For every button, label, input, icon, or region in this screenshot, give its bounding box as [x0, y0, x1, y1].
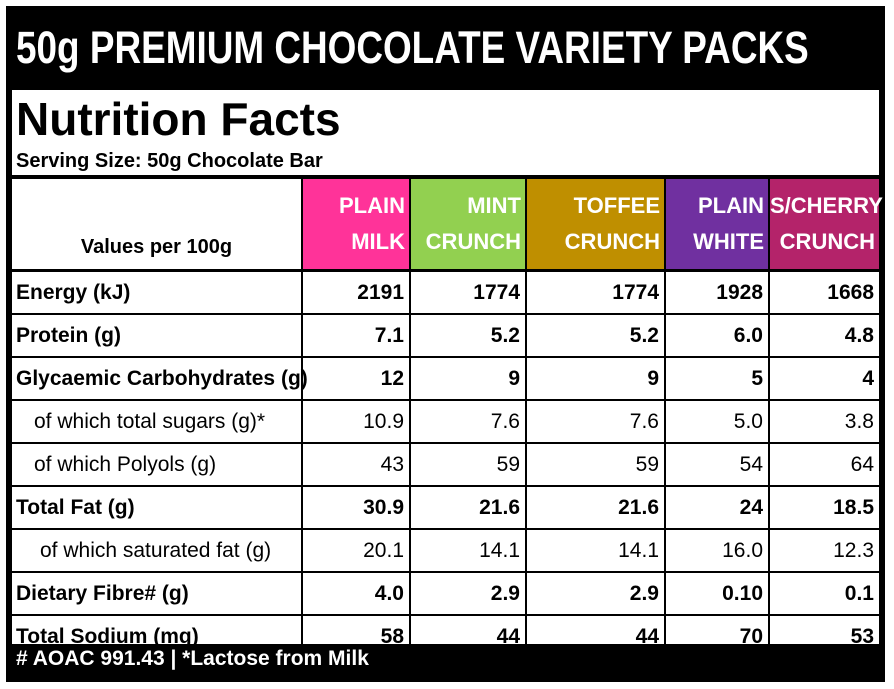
row-value: 2.9 — [525, 571, 665, 615]
row-value: 9 — [409, 356, 526, 400]
nutrition-table: Values per 100g PLAIN MILK MINT CRUNCH TOF… — [12, 179, 883, 657]
serving-size: Serving Size: 50g Chocolate Bar — [16, 150, 323, 172]
row-value: 1928 — [664, 269, 769, 314]
nutrition-facts-box: Nutrition Facts Serving Size: 50g Chocol… — [12, 90, 883, 657]
table-row: of which total sugars (g)* 10.9 7.6 7.6 5.0 3… — [12, 399, 879, 443]
row-value: 1668 — [768, 269, 879, 314]
column-header-plain-milk: PLAIN MILK — [301, 179, 410, 271]
row-value: 1774 — [409, 269, 526, 314]
row-value: 59 — [525, 442, 665, 486]
row-label: Dietary Fibre# (g) — [12, 571, 302, 615]
column-header-row: Values per 100g PLAIN MILK MINT CRUNCH TOF… — [12, 179, 883, 271]
row-value: 59 — [409, 442, 526, 486]
row-value: 0.10 — [664, 571, 769, 615]
row-value: 1774 — [525, 269, 665, 314]
row-label: Protein (g) — [12, 313, 302, 357]
column-header-plain-white: PLAIN WHITE — [664, 179, 769, 271]
row-value: 2.9 — [409, 571, 526, 615]
row-value: 14.1 — [409, 528, 526, 572]
row-value: 5.2 — [409, 313, 526, 357]
product-banner: 50g PREMIUM CHOCOLATE VARIETY PACKS — [16, 22, 809, 73]
row-value: 6.0 — [664, 313, 769, 357]
row-value: 21.6 — [525, 485, 665, 529]
row-value: 44 — [409, 614, 526, 657]
row-value: 4.8 — [768, 313, 879, 357]
row-value: 24 — [664, 485, 769, 529]
column-header-s-cherry-crunch: S/CHERRY CRUNCH — [768, 179, 883, 271]
row-label: of which total sugars (g)* — [12, 399, 302, 443]
row-value: 43 — [301, 442, 410, 486]
column-header-toffee-crunch: TOFFEE CRUNCH — [525, 179, 665, 271]
row-value: 7.6 — [525, 399, 665, 443]
row-value: 54 — [664, 442, 769, 486]
row-value: 21.6 — [409, 485, 526, 529]
row-value: 12.3 — [768, 528, 879, 572]
row-value: 64 — [768, 442, 879, 486]
row-value: 5.0 — [664, 399, 769, 443]
row-value: 3.8 — [768, 399, 879, 443]
column-header-mint-crunch: MINT CRUNCH — [409, 179, 526, 271]
row-value: 9 — [525, 356, 665, 400]
values-per-label: Values per 100g — [80, 236, 233, 258]
row-value: 44 — [525, 614, 665, 657]
row-value: 0.1 — [768, 571, 879, 615]
table-row: Dietary Fibre# (g) 4.0 2.9 2.9 0.10 0.1 — [12, 571, 879, 615]
row-value: 5 — [664, 356, 769, 400]
nutrition-panel: 50g PREMIUM CHOCOLATE VARIETY PACKS Nutr… — [6, 6, 885, 682]
row-value: 4 — [768, 356, 879, 400]
row-value: 70 — [664, 614, 769, 657]
row-value: 30.9 — [301, 485, 410, 529]
row-value: 4.0 — [301, 571, 410, 615]
footnote: # AOAC 991.43 | *Lactose from Milk — [16, 647, 369, 670]
row-label: Total Fat (g) — [12, 485, 302, 529]
row-value: 10.9 — [301, 399, 410, 443]
table-row: Total Sodium (mg) 58 44 44 70 53 — [12, 614, 879, 657]
row-value: 14.1 — [525, 528, 665, 572]
nutrition-facts-title: Nutrition Facts — [16, 93, 341, 145]
table-row: Energy (kJ) 2191 1774 1774 1928 1668 — [12, 269, 879, 314]
row-value: 20.1 — [301, 528, 410, 572]
row-value: 53 — [768, 614, 879, 657]
table-row: of which saturated fat (g) 20.1 14.1 14.1 16… — [12, 528, 879, 572]
row-value: 7.6 — [409, 399, 526, 443]
table-row: of which Polyols (g) 43 59 59 54 64 — [12, 442, 879, 486]
table-row: Glycaemic Carbohydrates (g) 12 9 9 5 4 — [12, 356, 879, 400]
row-value: 58 — [301, 614, 410, 657]
divider — [12, 175, 879, 179]
table-row: Protein (g) 7.1 5.2 5.2 6.0 4.8 — [12, 313, 879, 357]
row-label: Glycaemic Carbohydrates (g) — [12, 356, 308, 400]
row-label: Energy (kJ) — [12, 269, 302, 314]
row-value: 16.0 — [664, 528, 769, 572]
row-value: 18.5 — [768, 485, 879, 529]
table-row: Total Fat (g) 30.9 21.6 21.6 24 18.5 — [12, 485, 879, 529]
row-value: 7.1 — [301, 313, 410, 357]
row-label: of which saturated fat (g) — [12, 528, 302, 572]
row-value: 2191 — [301, 269, 410, 314]
row-label: of which Polyols (g) — [12, 442, 302, 486]
row-value: 5.2 — [525, 313, 665, 357]
row-value: 12 — [301, 356, 410, 400]
row-label: Total Sodium (mg) — [12, 614, 302, 657]
